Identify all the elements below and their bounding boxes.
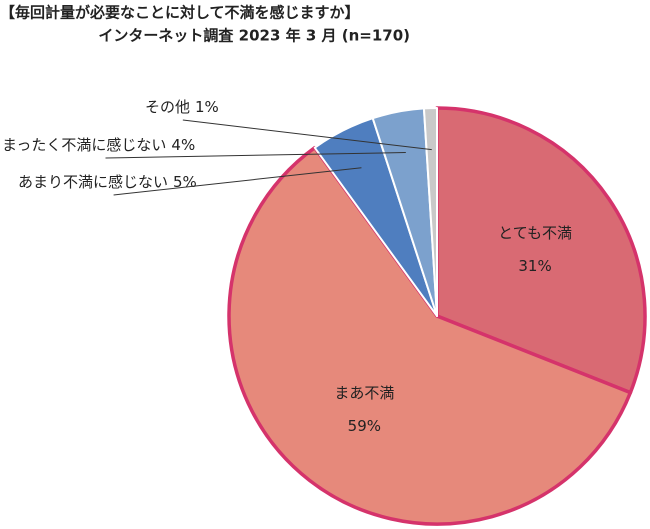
chart-title: 【毎回計量が必要なことに対して不満を感じますか】 [0, 4, 360, 22]
value-label: 59% [348, 417, 381, 435]
labels: とても不満 31% まあ不満 59% あまり不満に感じない 5% まったく不満に感じない 4%… [2, 98, 572, 436]
value-label: 4% [171, 136, 195, 154]
category-name: あまり不満に感じない [18, 173, 168, 191]
slice-label: まったく不満に感じない 4% [2, 136, 195, 154]
category-name: まったく不満に感じない [2, 136, 166, 154]
slice-label: その他 1% [145, 98, 219, 116]
slice-label: とても不満 [498, 224, 572, 242]
value-label: 31% [518, 257, 551, 275]
pie-slice [435, 106, 647, 395]
chart-subtitle: インターネット調査 2023 年 3 月 (n=170) [98, 27, 410, 45]
pie [227, 106, 647, 526]
pie-slice [227, 145, 633, 526]
pie-slice [422, 106, 438, 317]
leader-line [105, 152, 406, 159]
category-name: その他 [145, 98, 190, 116]
leader-line [182, 119, 432, 151]
value-label: 1% [195, 98, 219, 116]
leader-line [113, 167, 362, 196]
slice-label: あまり不満に感じない 5% [18, 173, 197, 191]
slice-label: まあ不満 [334, 384, 394, 402]
